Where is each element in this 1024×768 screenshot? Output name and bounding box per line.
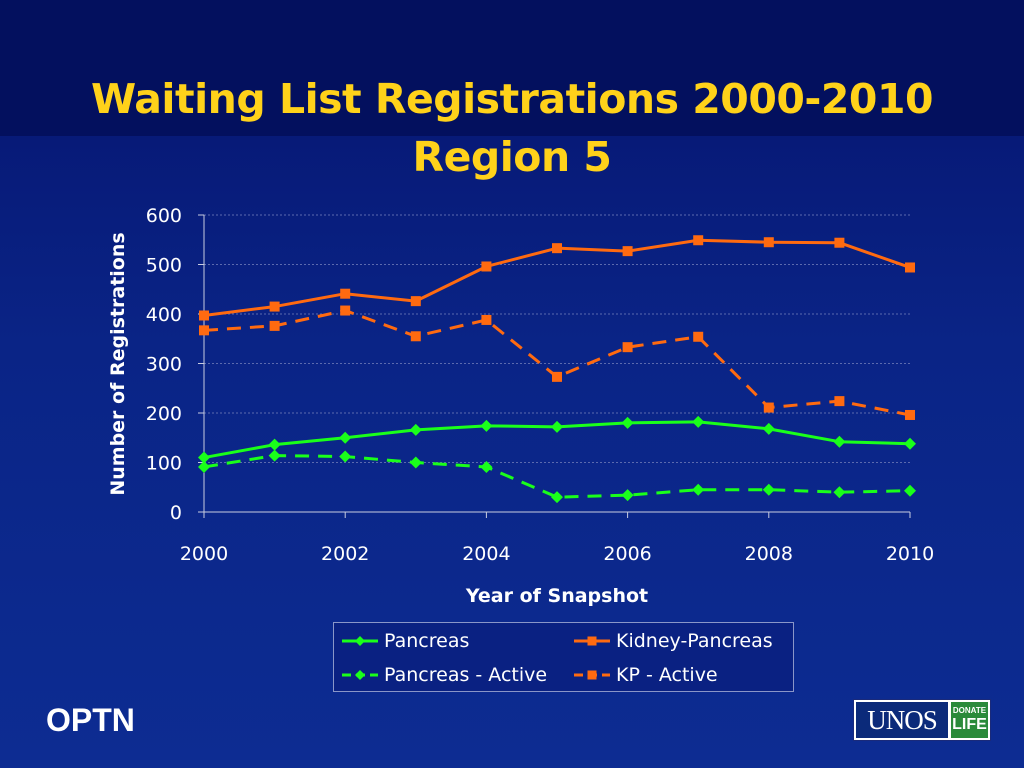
y-tick-label-400: 400: [146, 304, 182, 326]
point-pancreas-2010: [904, 437, 916, 450]
point-pancreas-2004: [480, 419, 493, 432]
x-tick-label-2004: 2004: [462, 543, 510, 565]
point-kp-active-2004: [481, 314, 492, 325]
point-pancreas-active-2001: [268, 449, 281, 462]
point-kp-active-2005: [552, 371, 562, 382]
point-kidney-pancreas-2000: [199, 310, 209, 321]
point-kp-active-2009: [834, 396, 845, 407]
series-line-pancreas-active: [203, 454, 911, 499]
x-tick-label-2000: 2000: [180, 543, 228, 565]
x-tick-label-2008: 2008: [745, 543, 793, 565]
point-pancreas-active-2003: [409, 456, 422, 469]
point-kp-active-2003: [410, 331, 421, 342]
point-kp-active-2001: [269, 320, 280, 331]
title-band: [0, 0, 1024, 136]
point-pancreas-active-2007: [692, 483, 705, 496]
legend-label-pancreas-active: Pancreas - Active: [384, 664, 548, 686]
y-tick-label-100: 100: [146, 453, 182, 475]
y-tick-label-200: 200: [146, 403, 182, 425]
point-kidney-pancreas-2008: [763, 237, 774, 248]
y-tick-label-0: 0: [170, 502, 182, 524]
donate-life-badge: DONATE LIFE: [951, 702, 988, 738]
point-pancreas-2003: [409, 423, 422, 436]
point-kidney-pancreas-2009: [834, 237, 845, 248]
title-line-2: Region 5: [412, 133, 612, 181]
legend-item-pancreas-active: Pancreas - Active: [340, 660, 547, 690]
point-pancreas-2002: [339, 431, 352, 444]
point-kidney-pancreas-2002: [340, 288, 351, 299]
x-axis-title: Year of Snapshot: [465, 585, 648, 607]
point-kp-active-2010: [905, 409, 915, 420]
legend-swatch-kidney-pancreas: [574, 636, 610, 646]
point-pancreas-2000: [198, 451, 210, 464]
point-kp-active-2008: [763, 402, 774, 413]
point-kp-active-2006: [622, 342, 633, 353]
point-pancreas-2006: [621, 416, 634, 429]
point-pancreas-2005: [551, 420, 563, 433]
legend-label-pancreas: Pancreas: [384, 630, 470, 652]
x-tick-label-2006: 2006: [603, 543, 651, 565]
point-pancreas-2009: [833, 435, 846, 448]
legend-item-kidney-pancreas: Kidney-Pancreas: [572, 626, 773, 656]
y-axis-title: Number of Registrations: [107, 232, 129, 495]
legend-label-kp-active: KP - Active: [616, 664, 718, 686]
title-line-1: Waiting List Registrations 2000-2010: [91, 75, 934, 123]
point-kp-active-2007: [693, 331, 704, 342]
point-pancreas-2001: [268, 438, 281, 451]
legend-item-pancreas: Pancreas: [340, 626, 469, 656]
y-tick-label-500: 500: [146, 255, 182, 277]
point-kidney-pancreas-2006: [622, 246, 633, 257]
point-pancreas-active-2005: [551, 491, 563, 504]
x-tick-label-2002: 2002: [321, 543, 369, 565]
x-tick-label-2010: 2010: [886, 543, 934, 565]
point-pancreas-active-2004: [480, 460, 493, 473]
point-kidney-pancreas-2005: [552, 243, 562, 254]
point-kidney-pancreas-2003: [410, 296, 421, 307]
point-kp-active-2000: [199, 325, 209, 336]
point-kidney-pancreas-2007: [693, 235, 704, 246]
legend-item-kp-active: KP - Active: [572, 660, 718, 690]
legend-swatch-kp-active: [574, 670, 610, 680]
y-tick-label-600: 600: [146, 205, 182, 227]
point-pancreas-2007: [692, 415, 705, 428]
point-pancreas-active-2009: [833, 486, 846, 499]
legend-swatch-pancreas: [342, 636, 378, 646]
legend-swatch-pancreas-active: [342, 670, 378, 680]
point-pancreas-2008: [762, 422, 775, 435]
point-pancreas-active-2000: [198, 460, 210, 473]
point-kidney-pancreas-2001: [269, 301, 280, 312]
life-text: LIFE: [952, 716, 987, 733]
point-kidney-pancreas-2010: [905, 262, 915, 273]
point-kp-active-2002: [340, 305, 351, 316]
slide-title: Waiting List Registrations 2000-2010 Reg…: [0, 70, 1024, 186]
point-pancreas-active-2006: [621, 489, 634, 502]
unos-wordmark: UNOS: [856, 702, 948, 738]
point-pancreas-active-2010: [904, 484, 916, 497]
y-tick-label-300: 300: [146, 354, 182, 376]
legend-label-kidney-pancreas: Kidney-Pancreas: [616, 630, 773, 652]
chart-legend: Pancreas Kidney-Pancreas Pancreas - Acti…: [333, 622, 794, 692]
donate-text: DONATE: [952, 706, 987, 715]
unos-donate-life-logo: UNOS DONATE LIFE: [853, 699, 991, 741]
series-line-kp-active: [203, 309, 911, 417]
point-pancreas-active-2002: [339, 450, 352, 463]
point-kidney-pancreas-2004: [481, 261, 492, 272]
point-pancreas-active-2008: [762, 483, 775, 496]
optn-logo-text: OPTN: [46, 702, 135, 738]
